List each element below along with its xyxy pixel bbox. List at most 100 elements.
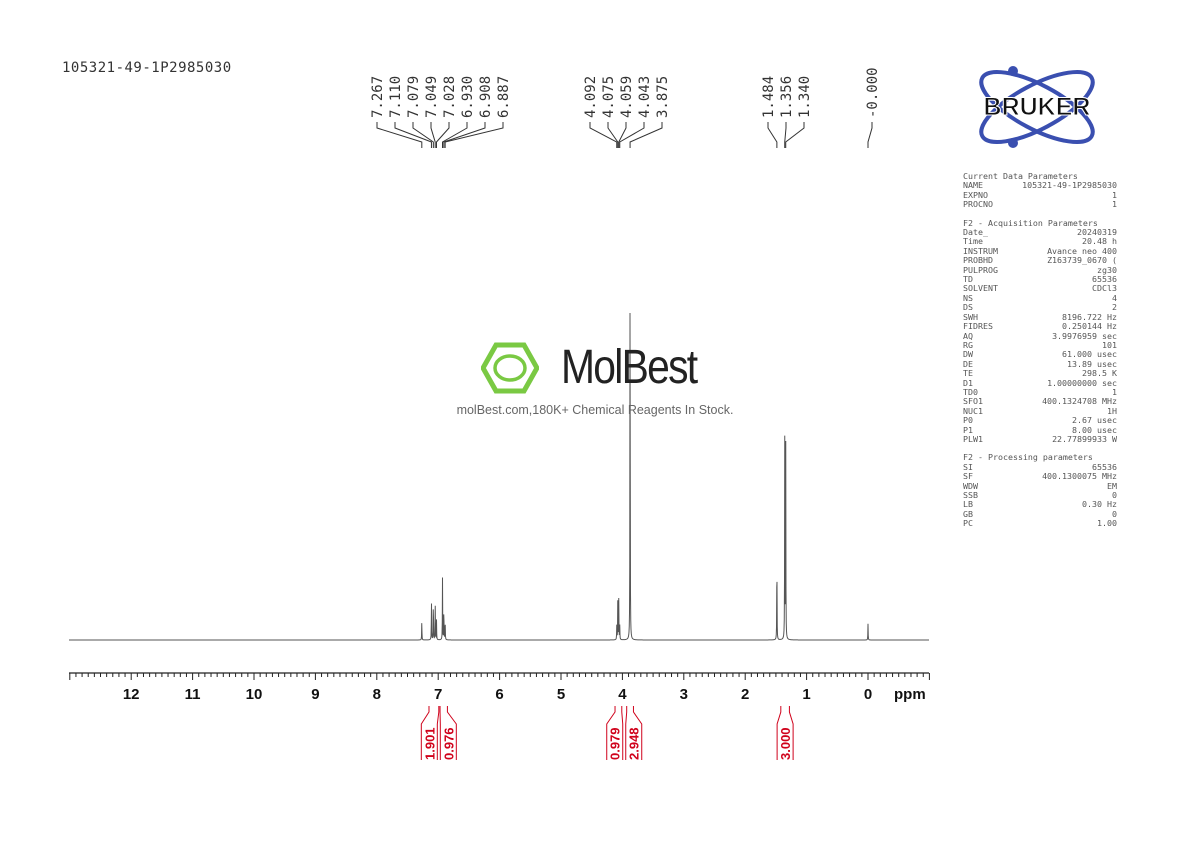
molbest-watermark: MolBest molBest.com,180K+ Chemical Reage…	[440, 340, 750, 417]
parameter-row: RG 101	[963, 339, 1117, 350]
peak-label: 7.267	[370, 76, 386, 118]
parameter-key: FIDRES	[963, 321, 993, 332]
parameter-row: DW 61.000 usec	[963, 349, 1117, 360]
parameter-key: Time	[963, 236, 983, 247]
parameter-row: TE 298.5 K	[963, 368, 1117, 379]
parameter-key: PC	[963, 518, 973, 529]
x-tick-label: 7	[434, 686, 442, 703]
parameter-row: SFO1 400.1324708 MHz	[963, 396, 1117, 407]
peak-label-leader	[619, 122, 645, 148]
parameter-value: 13.89 usec	[1067, 358, 1117, 369]
parameter-value: 0.250144 Hz	[1062, 321, 1117, 332]
parameter-key: SSB	[963, 490, 978, 500]
parameter-key: NUC1	[963, 405, 983, 416]
integrals: 1.901 0.976 0.979 2.948 3.000	[420, 706, 794, 760]
peak-label-leader	[394, 122, 432, 148]
parameter-key: EXPNO	[963, 189, 988, 200]
parameter-value: 2	[1112, 302, 1117, 313]
parameter-key: SOLVENT	[963, 283, 998, 294]
peak-label: 4.043	[637, 76, 653, 118]
parameter-row: TD0 1	[963, 386, 1117, 397]
x-tick-label: 9	[311, 686, 319, 703]
parameter-key: LB	[963, 499, 973, 510]
parameter-key: D1	[963, 377, 973, 388]
parameter-row: PLW1 22.77899933 W	[963, 433, 1117, 444]
parameter-row: PULPROG zg30	[963, 265, 1117, 275]
x-tick-label: 1	[802, 686, 810, 703]
parameter-key: PLW1	[963, 433, 983, 444]
integral-bracket	[420, 706, 440, 760]
peak-label: 1.356	[779, 76, 795, 118]
parameter-row: TD 65536	[963, 274, 1117, 285]
parameter-key: AQ	[963, 330, 973, 341]
parameter-value: 0	[1112, 508, 1117, 519]
parameter-value: 22.77899933 W	[1052, 433, 1117, 444]
parameter-key: PROBHD	[963, 255, 993, 266]
x-tick-label: 6	[495, 686, 503, 703]
parameter-value: 105321-49-1P2985030	[1022, 180, 1117, 191]
parameter-row: PROBHD Z163739_0670 (	[963, 255, 1117, 266]
peak-label-leader	[589, 122, 618, 148]
parameter-section-title: F2 - Processing parameters	[963, 452, 1093, 463]
integral-value: 1.901	[422, 727, 437, 760]
x-tick-label: 0	[864, 686, 872, 703]
parameter-key: P0	[963, 415, 973, 426]
parameter-key: DE	[963, 358, 973, 369]
bruker-logo: BRUKER	[979, 66, 1095, 148]
peak-label: 4.075	[601, 76, 617, 118]
peak-label: 7.110	[388, 76, 404, 118]
parameter-row: FIDRES 0.250144 Hz	[963, 321, 1117, 332]
parameter-row: Date_ 20240319	[963, 227, 1117, 238]
x-axis-label: ppm	[894, 686, 926, 703]
parameter-value: 0	[1112, 490, 1117, 500]
parameter-value: 1	[1112, 199, 1117, 210]
integral-value: 2.948	[627, 727, 642, 760]
peak-labels: 7.267 7.110 7.079 7.049 7.028 6.930 6.908 6.887…	[370, 67, 881, 148]
parameter-value: 298.5 K	[1082, 368, 1117, 379]
parameter-value: 8.00 usec	[1072, 424, 1117, 435]
peak-label-leader	[443, 122, 486, 148]
parameter-row: NAME 105321-49-1P2985030	[963, 180, 1117, 191]
parameter-row: SWH 8196.722 Hz	[963, 311, 1117, 322]
parameters-panel: Current Data Parameters NAME 105321-49-1P2…	[963, 171, 1117, 529]
parameter-value: 0.30 Hz	[1082, 499, 1117, 510]
parameter-value: 65536	[1092, 274, 1117, 285]
parameter-row: SSB 0	[963, 490, 1117, 500]
peak-label: 4.059	[619, 76, 635, 118]
parameter-key: DS	[963, 302, 973, 313]
peak-label-leader	[376, 122, 423, 148]
parameter-row: DS 2	[963, 302, 1117, 313]
parameter-key: GB	[963, 508, 973, 519]
integral-value: 0.979	[608, 727, 623, 760]
parameter-value: EM	[1107, 480, 1117, 491]
peak-label-leader	[867, 122, 873, 148]
peak-label: 7.079	[406, 76, 422, 118]
parameter-row: Time 20.48 h	[963, 236, 1117, 247]
peak-label-leader	[441, 122, 468, 148]
parameter-row: P0 2.67 usec	[963, 415, 1117, 426]
x-tick-label: 3	[680, 686, 688, 703]
parameter-key: RG	[963, 339, 973, 350]
parameter-row: INSTRUM Avance neo 400	[963, 245, 1117, 256]
peak-label: 3.875	[655, 76, 671, 118]
peak-label-leader	[767, 122, 778, 148]
parameter-value: 61.000 usec	[1062, 349, 1117, 360]
parameter-value: 20240319	[1077, 227, 1117, 238]
parameter-row: D1 1.00000000 sec	[963, 377, 1117, 388]
parameter-value: 20.48 h	[1082, 236, 1117, 247]
parameter-value: Avance neo 400	[1047, 245, 1117, 256]
parameter-value: 400.1324708 MHz	[1042, 396, 1117, 407]
parameter-row: SF 400.1300075 MHz	[963, 471, 1117, 482]
parameter-value: 65536	[1092, 461, 1117, 472]
peak-label: 6.908	[478, 76, 494, 118]
parameter-key: SWH	[963, 311, 978, 322]
peak-label-leader	[444, 122, 504, 148]
parameter-value: Z163739_0670 (	[1047, 255, 1117, 266]
parameter-value: 1	[1112, 386, 1117, 397]
parameter-key: SF	[963, 471, 973, 482]
parameter-value: 101	[1102, 339, 1117, 350]
parameter-section-title: F2 - Acquisition Parameters	[963, 217, 1098, 228]
peak-label-leader	[785, 122, 805, 148]
parameter-key: DW	[963, 349, 973, 360]
bruker-logo-text: BRUKER	[984, 93, 1091, 121]
